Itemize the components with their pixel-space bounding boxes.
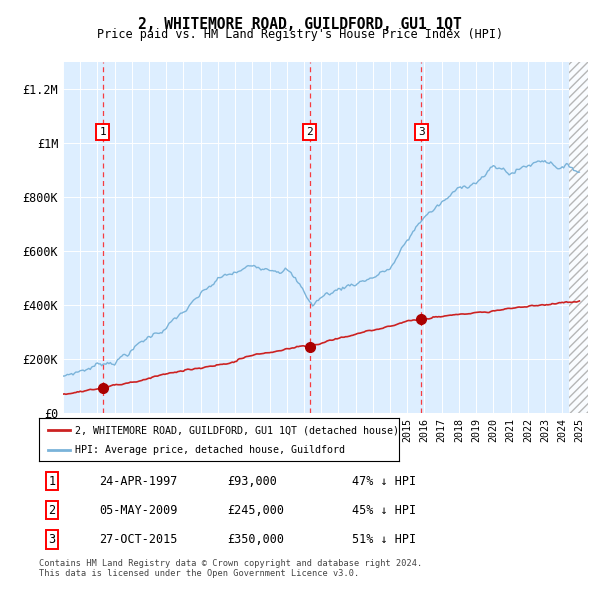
- Text: £93,000: £93,000: [227, 474, 277, 488]
- Text: Contains HM Land Registry data © Crown copyright and database right 2024.: Contains HM Land Registry data © Crown c…: [39, 559, 422, 568]
- Text: 1: 1: [100, 127, 106, 137]
- Text: This data is licensed under the Open Government Licence v3.0.: This data is licensed under the Open Gov…: [39, 569, 359, 578]
- Text: 05-MAY-2009: 05-MAY-2009: [99, 504, 178, 517]
- Bar: [569, 62, 588, 413]
- Text: 3: 3: [418, 127, 425, 137]
- Text: 27-OCT-2015: 27-OCT-2015: [99, 533, 178, 546]
- Text: £350,000: £350,000: [227, 533, 284, 546]
- Text: 2, WHITEMORE ROAD, GUILDFORD, GU1 1QT (detached house): 2, WHITEMORE ROAD, GUILDFORD, GU1 1QT (d…: [75, 425, 399, 435]
- Text: 2, WHITEMORE ROAD, GUILDFORD, GU1 1QT: 2, WHITEMORE ROAD, GUILDFORD, GU1 1QT: [138, 17, 462, 31]
- Text: 45% ↓ HPI: 45% ↓ HPI: [352, 504, 416, 517]
- Text: 1: 1: [49, 474, 56, 488]
- Text: HPI: Average price, detached house, Guildford: HPI: Average price, detached house, Guil…: [75, 445, 345, 455]
- Text: 24-APR-1997: 24-APR-1997: [99, 474, 178, 488]
- Text: Price paid vs. HM Land Registry's House Price Index (HPI): Price paid vs. HM Land Registry's House …: [97, 28, 503, 41]
- Text: 2: 2: [49, 504, 56, 517]
- Text: £245,000: £245,000: [227, 504, 284, 517]
- Text: 2: 2: [307, 127, 313, 137]
- Text: 3: 3: [49, 533, 56, 546]
- Text: 51% ↓ HPI: 51% ↓ HPI: [352, 533, 416, 546]
- Text: 47% ↓ HPI: 47% ↓ HPI: [352, 474, 416, 488]
